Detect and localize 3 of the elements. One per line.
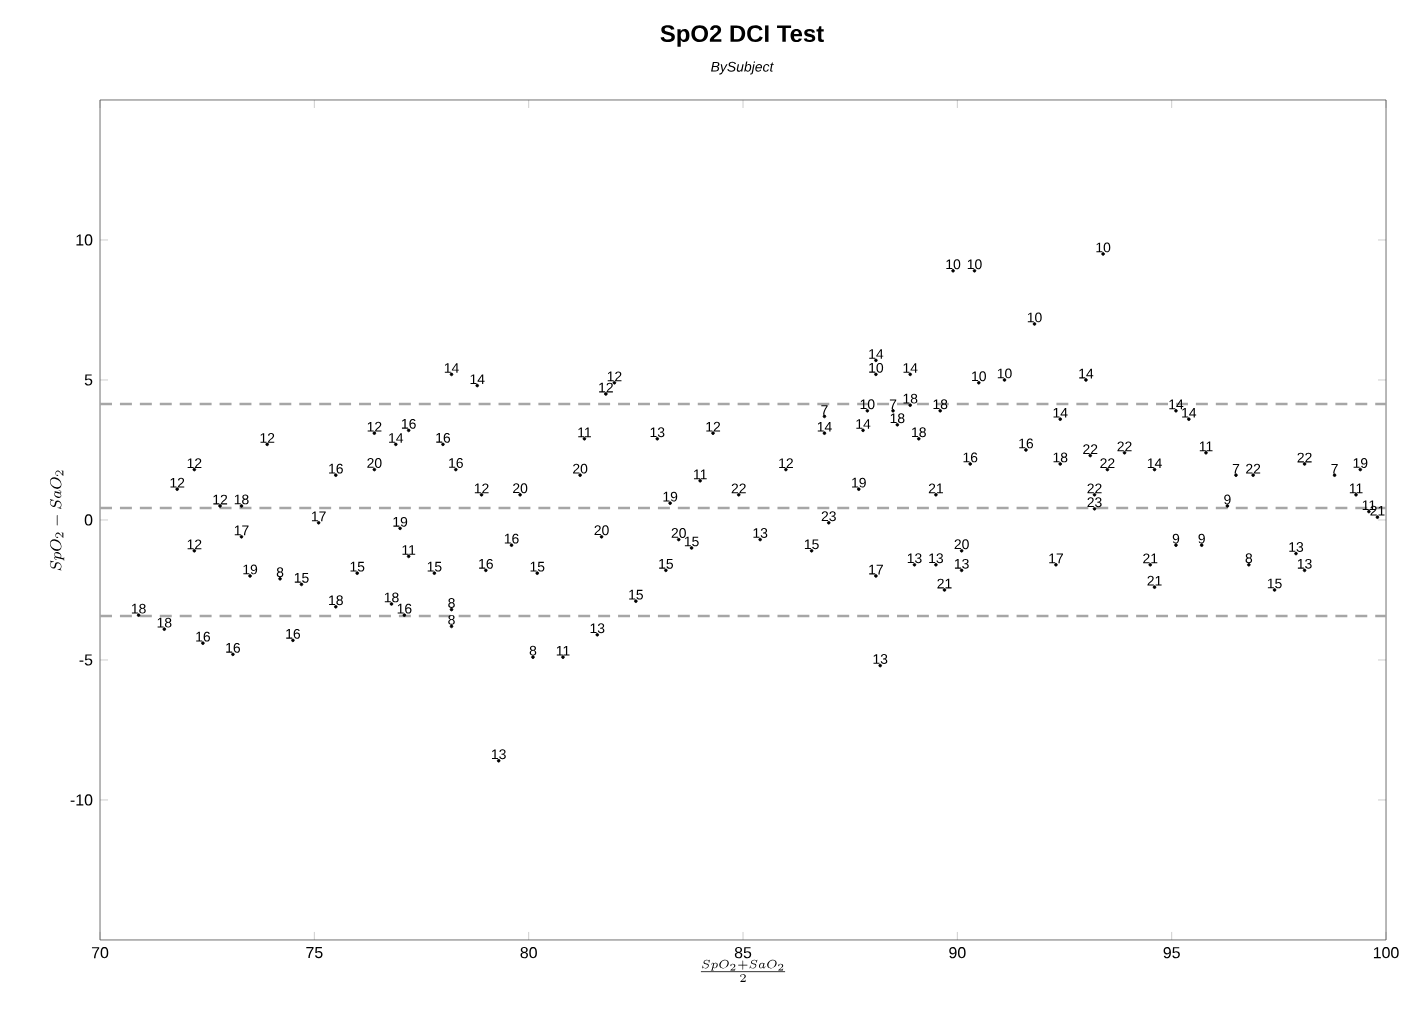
x-axis-title: $\frac{SpO_2+SaO_2}{2}$ bbox=[700, 959, 786, 982]
y-axis-title: $SpO_2-SaO_2$ bbox=[49, 470, 65, 571]
chart-title: SpO2 DCI Test bbox=[660, 25, 824, 47]
